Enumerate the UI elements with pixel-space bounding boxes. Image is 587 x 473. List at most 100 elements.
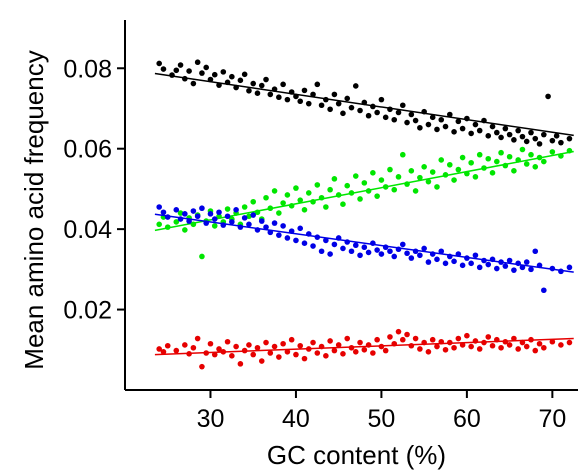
data-point	[541, 287, 547, 294]
data-point	[340, 245, 346, 252]
data-point	[421, 245, 427, 252]
data-point	[182, 227, 188, 233]
data-point	[211, 216, 218, 222]
data-point	[293, 351, 299, 358]
data-point	[203, 64, 209, 71]
data-point	[173, 219, 180, 225]
data-point	[412, 335, 419, 342]
data-point	[352, 242, 359, 249]
data-point	[284, 348, 291, 355]
data-point	[190, 344, 197, 351]
data-point	[199, 253, 205, 260]
data-point	[331, 347, 338, 354]
data-point	[156, 221, 162, 228]
data-point	[532, 135, 539, 142]
data-point	[182, 211, 188, 217]
data-point	[280, 223, 286, 229]
data-point	[254, 344, 261, 351]
data-point	[314, 81, 321, 88]
data-point	[267, 350, 274, 356]
data-point	[314, 350, 321, 356]
y-tick-label: 0.04	[63, 216, 112, 244]
data-point	[378, 251, 385, 257]
data-point	[515, 346, 521, 352]
data-point	[412, 117, 419, 124]
data-point	[254, 90, 261, 96]
data-point	[220, 69, 227, 75]
data-point	[250, 80, 257, 87]
data-point	[357, 339, 363, 346]
data-point	[173, 347, 180, 354]
data-point	[267, 91, 274, 98]
data-point	[340, 201, 346, 207]
data-point	[280, 200, 286, 206]
axis-ticks: 0.02 0.04 0.06 0.08 30 40 50 60 70	[63, 55, 566, 433]
data-point	[280, 81, 286, 88]
data-point	[532, 248, 539, 255]
data-point	[476, 151, 483, 158]
data-point	[566, 135, 573, 142]
data-point	[425, 259, 432, 265]
data-point	[519, 133, 526, 140]
data-point	[395, 174, 402, 180]
data-point	[310, 91, 316, 98]
y-tick-label: 0.06	[63, 136, 112, 164]
data-point	[395, 328, 402, 335]
data-point	[506, 257, 513, 264]
data-point	[566, 339, 573, 346]
data-point	[485, 334, 492, 340]
data-point	[549, 149, 556, 155]
data-point	[451, 177, 457, 183]
data-point	[301, 207, 308, 213]
data-point	[258, 218, 265, 224]
data-point	[258, 358, 265, 364]
data-point	[284, 96, 291, 103]
data-point	[528, 266, 534, 273]
data-point	[331, 241, 338, 248]
data-point	[250, 198, 257, 205]
data-point	[425, 121, 432, 128]
data-point	[190, 80, 197, 87]
data-point	[387, 334, 393, 340]
data-point	[199, 70, 205, 76]
data-point	[352, 348, 359, 355]
data-point	[404, 250, 410, 257]
data-point	[528, 129, 534, 136]
data-point	[331, 91, 338, 98]
data-point	[276, 232, 282, 238]
data-point	[327, 106, 333, 113]
data-point	[276, 210, 282, 216]
data-point	[459, 154, 466, 161]
data-point	[378, 177, 385, 183]
data-point	[271, 343, 278, 350]
data-point	[199, 363, 205, 370]
data-point	[357, 107, 363, 114]
data-point	[323, 204, 329, 210]
data-point	[340, 110, 346, 117]
data-point	[438, 248, 445, 255]
data-point	[301, 355, 308, 362]
data-point	[511, 137, 517, 143]
data-point	[156, 204, 162, 210]
data-point	[335, 100, 342, 107]
data-point	[387, 248, 393, 255]
y-tick-label: 0.02	[63, 297, 112, 325]
data-point	[434, 256, 440, 263]
data-point	[391, 253, 398, 260]
data-point	[335, 342, 342, 348]
data-point	[276, 94, 282, 101]
data-point	[412, 188, 419, 194]
data-point	[387, 166, 393, 173]
data-point	[310, 243, 316, 249]
series-2	[154, 204, 574, 294]
data-point	[207, 340, 214, 347]
data-point	[382, 114, 389, 121]
data-point	[331, 176, 338, 182]
data-point	[271, 188, 278, 194]
data-point	[523, 259, 530, 265]
data-point	[382, 347, 389, 354]
x-axis-title: GC content (%)	[267, 440, 446, 470]
data-point	[318, 102, 325, 109]
data-point	[489, 170, 496, 176]
